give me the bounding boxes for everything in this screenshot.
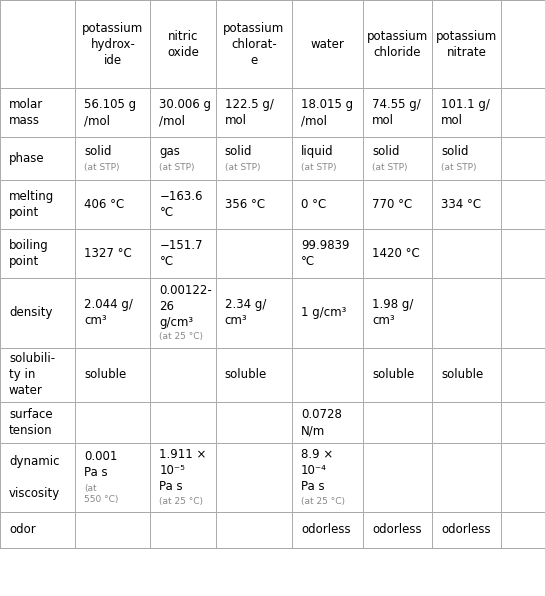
Text: potassium
nitrate: potassium nitrate [436,30,498,58]
Text: solid: solid [84,145,112,158]
Text: phase: phase [9,152,45,165]
Text: 1.911 ×
10⁻⁵
Pa s: 1.911 × 10⁻⁵ Pa s [160,448,207,493]
Text: 406 °C: 406 °C [84,198,124,211]
Text: 1420 °C: 1420 °C [372,247,420,260]
Text: odorless: odorless [372,523,422,536]
Text: gas: gas [160,145,180,158]
Text: 0.00122-
26
g/cm³: 0.00122- 26 g/cm³ [160,284,212,328]
Text: 122.5 g/
mol: 122.5 g/ mol [225,98,274,127]
Text: solubili-
ty in
water: solubili- ty in water [9,352,55,398]
Text: soluble: soluble [372,368,414,381]
Text: potassium
chloride: potassium chloride [367,30,428,58]
Text: water: water [311,38,344,51]
Text: (at STP): (at STP) [160,163,195,172]
Text: 1.98 g/
cm³: 1.98 g/ cm³ [372,299,413,327]
Text: potassium
hydrox-
ide: potassium hydrox- ide [82,21,143,67]
Text: soluble: soluble [225,368,267,381]
Text: 2.34 g/
cm³: 2.34 g/ cm³ [225,299,266,327]
Text: 0.0728
N/m: 0.0728 N/m [301,408,342,437]
Text: 1327 °C: 1327 °C [84,247,132,260]
Text: solid: solid [225,145,252,158]
Text: (at STP): (at STP) [84,163,120,172]
Text: 101.1 g/
mol: 101.1 g/ mol [441,98,490,127]
Text: 0 °C: 0 °C [301,198,326,211]
Text: soluble: soluble [84,368,126,381]
Text: 334 °C: 334 °C [441,198,481,211]
Text: 0.001
Pa s: 0.001 Pa s [84,451,118,479]
Text: (at 25 °C): (at 25 °C) [160,497,203,506]
Text: (at 25 °C): (at 25 °C) [301,497,345,506]
Text: molar
mass: molar mass [9,98,43,127]
Text: odorless: odorless [301,523,351,536]
Text: melting
point: melting point [9,190,54,219]
Text: (at STP): (at STP) [441,163,477,172]
Text: (at STP): (at STP) [225,163,261,172]
Text: (at STP): (at STP) [372,163,408,172]
Text: 2.044 g/
cm³: 2.044 g/ cm³ [84,299,133,327]
Text: density: density [9,306,52,319]
Text: odor: odor [9,523,36,536]
Text: −163.6
°C: −163.6 °C [160,190,203,219]
Text: 356 °C: 356 °C [225,198,265,211]
Text: (at
550 °C): (at 550 °C) [84,485,119,504]
Text: potassium
chlorat-
e: potassium chlorat- e [223,21,284,67]
Text: boiling
point: boiling point [9,239,49,268]
Text: 8.9 ×
10⁻⁴
Pa s: 8.9 × 10⁻⁴ Pa s [301,448,334,493]
Text: solid: solid [372,145,399,158]
Text: 30.006 g
/mol: 30.006 g /mol [160,98,211,127]
Text: surface
tension: surface tension [9,408,53,437]
Text: 56.105 g
/mol: 56.105 g /mol [84,98,136,127]
Text: −151.7
°C: −151.7 °C [160,239,203,268]
Text: odorless: odorless [441,523,491,536]
Text: 99.9839
°C: 99.9839 °C [301,239,350,268]
Text: liquid: liquid [301,145,334,158]
Text: dynamic

viscosity: dynamic viscosity [9,455,60,500]
Text: 18.015 g
/mol: 18.015 g /mol [301,98,353,127]
Text: (at 25 °C): (at 25 °C) [160,333,203,342]
Text: solid: solid [441,145,469,158]
Text: 1 g/cm³: 1 g/cm³ [301,306,347,319]
Text: nitric
oxide: nitric oxide [167,30,199,58]
Text: 74.55 g/
mol: 74.55 g/ mol [372,98,421,127]
Text: (at STP): (at STP) [301,163,337,172]
Text: 770 °C: 770 °C [372,198,412,211]
Text: soluble: soluble [441,368,483,381]
